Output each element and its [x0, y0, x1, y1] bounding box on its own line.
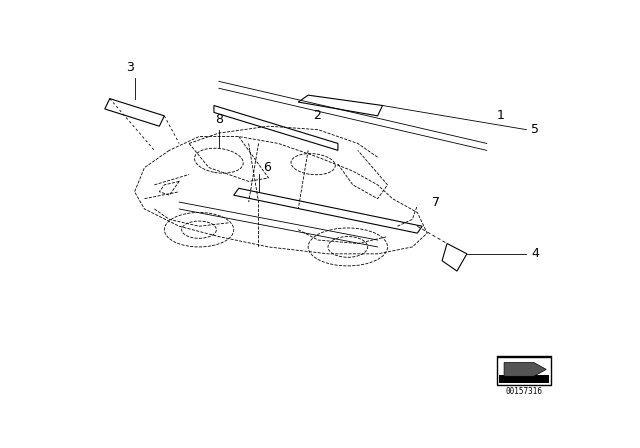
Text: 3: 3 — [125, 61, 134, 74]
Polygon shape — [504, 362, 547, 376]
Text: 8: 8 — [215, 113, 223, 126]
Text: 4: 4 — [531, 247, 540, 260]
Text: 1: 1 — [497, 109, 504, 122]
Bar — [497, 358, 551, 385]
Text: 00157316: 00157316 — [506, 387, 543, 396]
Text: 7: 7 — [432, 196, 440, 209]
Text: 2: 2 — [313, 109, 321, 122]
Text: 6: 6 — [264, 161, 271, 174]
Bar — [499, 375, 548, 383]
Text: 5: 5 — [531, 123, 540, 136]
